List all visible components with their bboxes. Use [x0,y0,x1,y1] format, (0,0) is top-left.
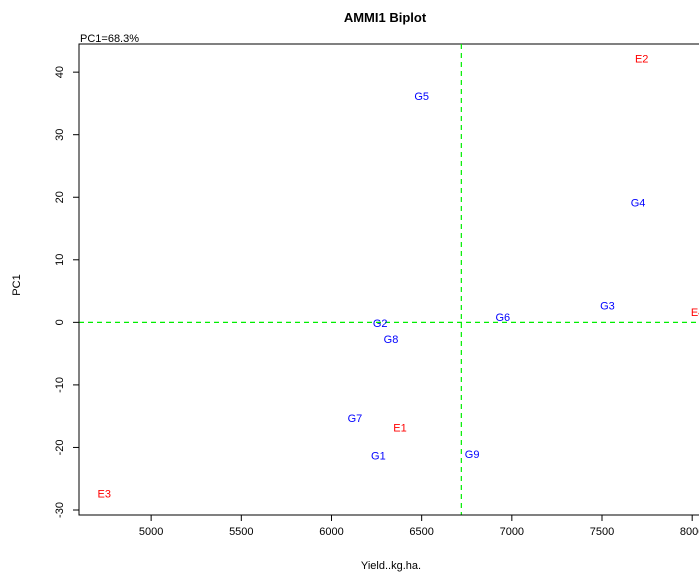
x-axis-label: Yield..kg.ha. [361,560,421,572]
y-axis-label: PC1 [11,274,23,295]
point-label-g7: G7 [348,413,363,425]
y-tick-label: 0 [54,319,66,325]
x-axis: 5000 5500 6000 6500 7000 7500 8000 [139,514,699,538]
y-tick-label: -20 [54,439,66,455]
y-tick-label: 20 [54,191,66,203]
point-label-e4: E4 [691,307,699,319]
point-label-g6: G6 [495,312,510,324]
chart-title: AMMI1 Biplot [344,10,427,25]
point-label-g2: G2 [373,318,388,330]
point-label-e3: E3 [98,488,111,500]
y-tick-label: 40 [54,66,66,78]
y-tick-label: -10 [54,377,66,393]
point-label-e1: E1 [393,423,406,435]
y-tick-label: -30 [54,502,66,518]
x-tick-label: 5000 [139,526,163,538]
plot-frame [78,43,699,516]
x-tick-label: 8000 [680,526,699,538]
point-label-g3: G3 [600,301,615,313]
point-labels: E1 E2 E3 E4 G1 G2 G3 G4 G5 G6 G7 G8 G9 [98,54,699,501]
x-tick-label: 5500 [229,526,253,538]
point-label-g1: G1 [371,451,386,463]
point-label-g5: G5 [414,91,429,103]
x-tick-label: 7500 [590,526,614,538]
point-label-g8: G8 [384,334,399,346]
point-label-e2: E2 [635,54,648,66]
point-label-g9: G9 [465,449,480,461]
x-tick-label: 6000 [319,526,343,538]
y-tick-label: 10 [54,254,66,266]
pc1-variance-annotation: PC1=68.3% [80,33,139,45]
reference-lines [79,44,699,515]
x-tick-label: 6500 [409,526,433,538]
x-tick-label: 7000 [500,526,524,538]
y-axis: 40 30 20 10 0 -10 -20 -30 [54,66,80,518]
point-label-g4: G4 [631,197,646,209]
y-tick-label: 30 [54,129,66,141]
